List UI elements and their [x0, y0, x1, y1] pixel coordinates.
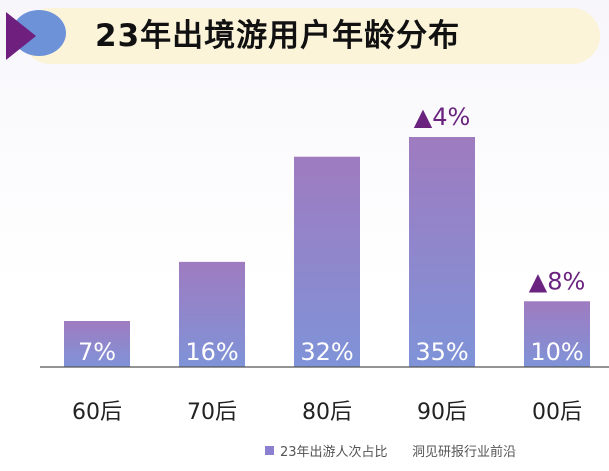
x-tick-label: 00后: [532, 400, 582, 425]
bar-90后: [409, 137, 475, 367]
data-label: 7%: [78, 338, 116, 366]
x-tick-label: 80后: [302, 400, 352, 425]
chart-title: 23年出境游用户年龄分布: [95, 18, 461, 54]
legend-swatch: [265, 446, 274, 455]
bar-70后: [179, 261, 245, 367]
x-tick-label: 70后: [187, 400, 237, 425]
x-tick-label: 60后: [72, 400, 122, 425]
bar-80后: [294, 156, 360, 367]
legend-label: 23年出游人次占比: [280, 445, 388, 460]
watermark-text: 洞见研报行业前沿: [412, 445, 517, 460]
data-label: 10%: [530, 338, 583, 366]
x-tick-label: 90后: [417, 400, 467, 425]
bar-00后: [524, 301, 590, 367]
growth-annotation: ▲8%: [529, 267, 586, 295]
title-banner: [22, 8, 600, 64]
data-label: 32%: [300, 338, 353, 366]
title-triangle-decoration: [6, 12, 36, 60]
legend: 23年出游人次占比: [265, 441, 388, 460]
bar-60后: [64, 321, 130, 367]
growth-annotation: ▲4%: [414, 103, 471, 131]
data-label: 16%: [185, 338, 238, 366]
data-label: 35%: [415, 338, 468, 366]
